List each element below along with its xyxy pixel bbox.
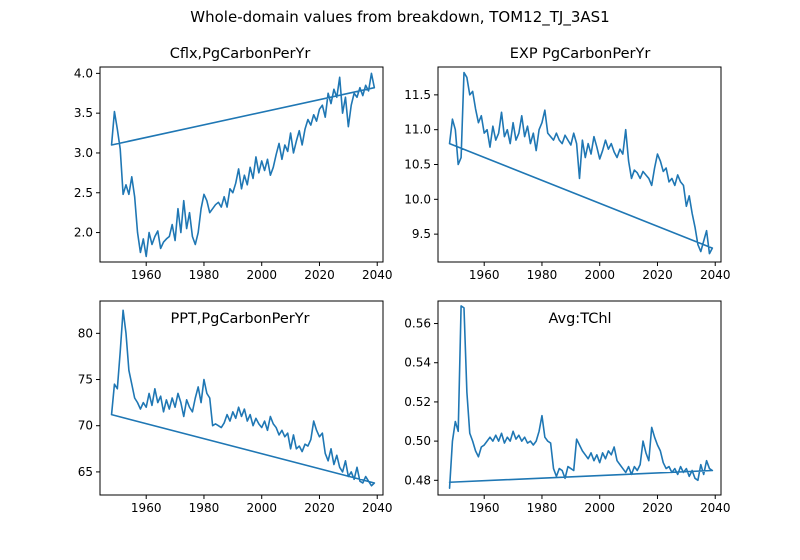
x-tick-label: 1980 [189, 268, 220, 282]
panel-title: EXP PgCarbonPerYr [510, 46, 651, 62]
x-tick-label: 2040 [700, 268, 731, 282]
x-tick-label: 2000 [584, 501, 615, 515]
y-tick-label: 80 [78, 326, 93, 340]
x-tick-label: 2020 [642, 501, 673, 515]
y-tick-label: 0.52 [404, 395, 431, 409]
y-tick-label: 2.5 [74, 186, 93, 200]
x-tick-label: 1960 [469, 501, 500, 515]
series-line [448, 71, 714, 255]
y-tick-label: 70 [78, 419, 93, 433]
y-tick-label: 65 [78, 465, 93, 479]
panel-avg-tchl: Avg:TChl 1960 1980 2000 2020 2040 0.48 0.50 0.5… [404, 300, 731, 515]
y-tick-label: 0.50 [404, 434, 431, 448]
x-tick-label: 2040 [700, 501, 731, 515]
panel-title: Cflx,PgCarbonPerYr [170, 46, 311, 62]
y-tick-label: 11.0 [404, 123, 431, 137]
series-line [110, 72, 376, 258]
panel-ppt: PPT,PgCarbonPerYr 1960 1980 2000 2020 2040 65… [78, 300, 393, 515]
panel-title: Avg:TChl [548, 311, 611, 327]
x-tick-label: 1980 [527, 268, 558, 282]
figure-suptitle: Whole-domain values from breakdown, TOM1… [190, 8, 610, 26]
x-tick-label: 1960 [469, 268, 500, 282]
x-tick-label: 2040 [362, 268, 393, 282]
x-tick-label: 2040 [362, 501, 393, 515]
y-tick-label: 10.5 [404, 158, 431, 172]
y-tick-label: 9.5 [412, 227, 431, 241]
y-tick-label: 3.5 [74, 106, 93, 120]
x-tick-label: 2000 [246, 501, 277, 515]
x-tick-label: 1960 [131, 268, 162, 282]
y-tick-label: 0.56 [404, 317, 431, 331]
y-tick-label: 0.54 [404, 356, 431, 370]
panel-cflx: Cflx,PgCarbonPerYr 1960 1980 2000 2020 2040 2… [74, 46, 393, 282]
y-tick-label: 2.0 [74, 226, 93, 240]
panel-exp: EXP PgCarbonPerYr 1960 1980 2000 2020 2040 9.… [404, 46, 730, 282]
x-tick-label: 1980 [189, 501, 220, 515]
panel-title: PPT,PgCarbonPerYr [170, 311, 309, 327]
series-line [110, 309, 376, 487]
series-line [448, 305, 714, 489]
x-tick-label: 2000 [246, 268, 277, 282]
x-tick-label: 2020 [304, 268, 335, 282]
y-tick-label: 3.0 [74, 146, 93, 160]
y-tick-label: 75 [78, 373, 93, 387]
y-tick-label: 4.0 [74, 66, 93, 80]
x-tick-label: 2000 [584, 268, 615, 282]
x-tick-label: 1980 [527, 501, 558, 515]
x-tick-label: 2020 [304, 501, 335, 515]
y-tick-label: 0.48 [404, 473, 431, 487]
axes-frame [99, 300, 384, 496]
x-tick-label: 1960 [131, 501, 162, 515]
axes-frame [437, 66, 722, 263]
y-tick-label: 11.5 [404, 88, 431, 102]
y-tick-label: 10.0 [404, 192, 431, 206]
x-tick-label: 2020 [642, 268, 673, 282]
axes-frame [437, 300, 722, 496]
axes-frame [99, 66, 384, 263]
